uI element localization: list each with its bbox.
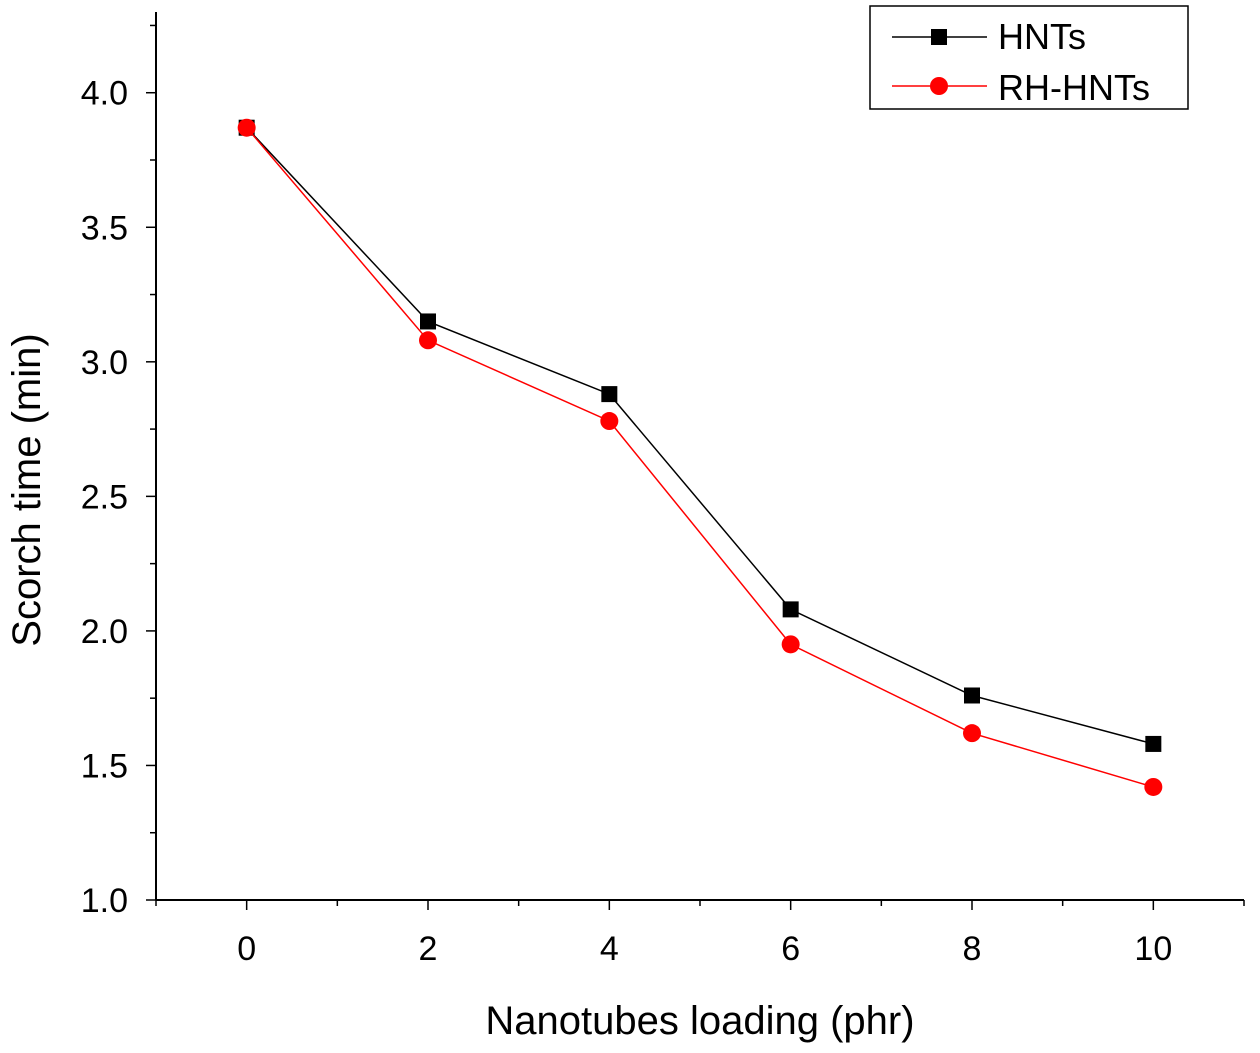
data-point <box>237 118 256 137</box>
data-point <box>419 331 437 350</box>
axes <box>155 12 1244 901</box>
data-point <box>781 635 800 654</box>
x-tick-label: 4 <box>600 930 619 968</box>
series <box>237 118 1163 796</box>
x-tick-label: 10 <box>1134 930 1172 968</box>
data-point <box>600 412 619 431</box>
legend-label-rh-hnts: RH-HNTs <box>998 67 1150 108</box>
y-tick-label: 1.5 <box>81 747 128 785</box>
series-hnts <box>238 119 1162 752</box>
legend-label-hnts: HNTs <box>998 16 1086 57</box>
data-point <box>963 724 981 743</box>
x-tick-label: 6 <box>781 930 800 968</box>
y-tick-label: 3.5 <box>81 209 128 247</box>
y-tick-label: 2.0 <box>81 613 128 651</box>
y-axis-title: Scorch time (min) <box>5 333 49 646</box>
legend-frame <box>869 5 1189 110</box>
legend-marker-hnts <box>931 29 947 45</box>
data-point <box>420 313 436 330</box>
x-axis-title: Nanotubes loading (phr) <box>485 999 914 1043</box>
data-point <box>601 386 618 403</box>
ticks <box>146 24 1245 910</box>
data-point <box>964 687 980 704</box>
x-tick-label: 8 <box>963 930 982 968</box>
series-rh-hnts <box>237 118 1163 796</box>
series-line <box>246 127 1154 745</box>
y-tick-label: 2.5 <box>81 478 128 516</box>
legend-marker-rh-hnts <box>930 77 948 95</box>
data-point <box>1144 777 1163 796</box>
y-tick-label: 3.0 <box>81 344 128 382</box>
x-tick-label: 0 <box>237 930 256 968</box>
data-point <box>782 601 799 618</box>
data-point <box>1145 735 1162 752</box>
legend: HNTs RH-HNTs <box>869 5 1189 110</box>
series-line <box>246 127 1154 788</box>
x-tick-label: 2 <box>419 930 438 968</box>
y-tick-label: 4.0 <box>81 75 128 113</box>
y-tick-label: 1.0 <box>81 882 128 920</box>
tick-labels: 0 2 4 6 8 10 1.0 1.5 2.0 2.5 3.0 3.5 4.0 <box>81 75 1173 968</box>
